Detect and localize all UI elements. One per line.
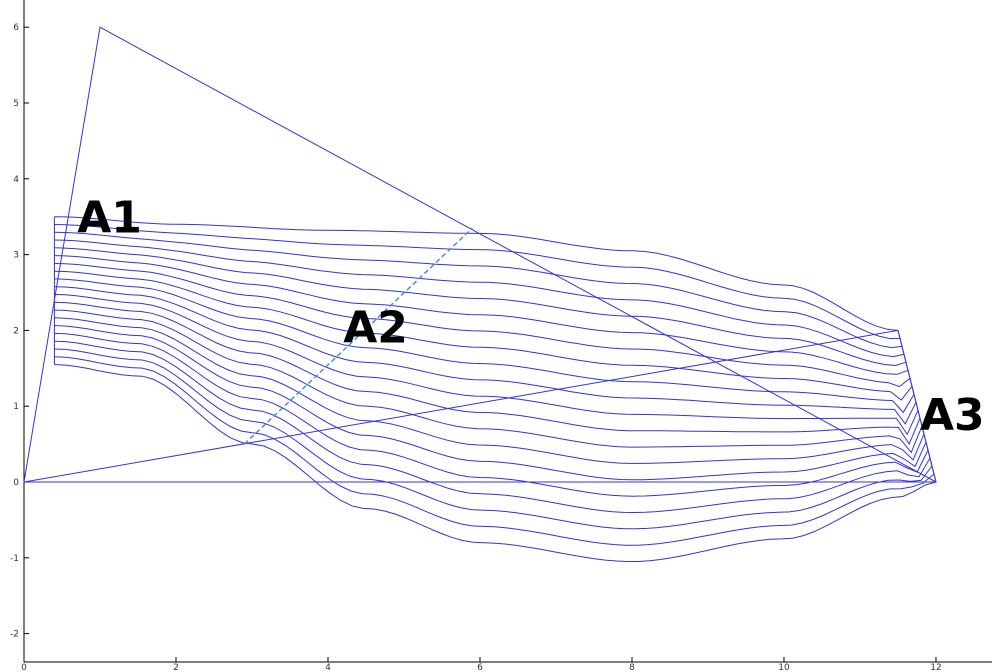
family-curve	[54, 364, 937, 562]
y-tick-label: 4	[13, 175, 19, 185]
y-tick-label: -2	[10, 630, 19, 640]
family-curve	[54, 286, 917, 425]
family-curve	[54, 309, 923, 454]
y-tick-label: -1	[10, 554, 19, 564]
y-tick-label: 0	[13, 478, 19, 488]
family-curve	[54, 317, 925, 464]
y-tick-label: 2	[13, 326, 19, 336]
family-curve	[54, 340, 931, 514]
family-curve	[54, 325, 927, 481]
family-curve	[54, 270, 913, 401]
y-tick-label: 3	[13, 251, 19, 261]
triangles	[23, 26, 937, 483]
x-tick-label: 4	[325, 663, 331, 672]
family-curve	[54, 247, 907, 367]
triangle	[23, 329, 937, 483]
family-curve	[54, 348, 933, 530]
x-tick-label: 8	[629, 663, 635, 672]
dashed-line-group	[243, 227, 473, 445]
dashed-line	[243, 227, 473, 445]
x-tick-label: 0	[21, 663, 27, 672]
family-curve	[54, 356, 935, 546]
family-curve	[54, 301, 921, 445]
annotation-label: A2	[343, 303, 408, 354]
y-tick-label: 1	[13, 402, 19, 412]
family-curve	[54, 231, 903, 349]
family-curve	[54, 216, 899, 331]
family-curve	[54, 255, 909, 375]
family-curve	[54, 262, 911, 388]
annotations: A1 A2 A3	[77, 193, 984, 441]
family-curve	[54, 224, 901, 340]
y-tick-label: 6	[13, 23, 19, 33]
x-tick-label: 2	[173, 663, 179, 672]
x-tick-label: 10	[778, 663, 790, 672]
curve-family	[53, 216, 937, 562]
y-tick-label: 5	[13, 99, 19, 109]
annotation-label: A1	[77, 193, 142, 244]
axes	[23, 0, 992, 663]
x-tick-label: 6	[477, 663, 483, 672]
family-curve	[54, 332, 929, 497]
x-tick-label: 12	[930, 663, 941, 672]
triangle	[23, 26, 937, 483]
annotation-label: A3	[920, 390, 985, 441]
family-curve	[54, 239, 905, 358]
family-curve	[54, 294, 919, 436]
